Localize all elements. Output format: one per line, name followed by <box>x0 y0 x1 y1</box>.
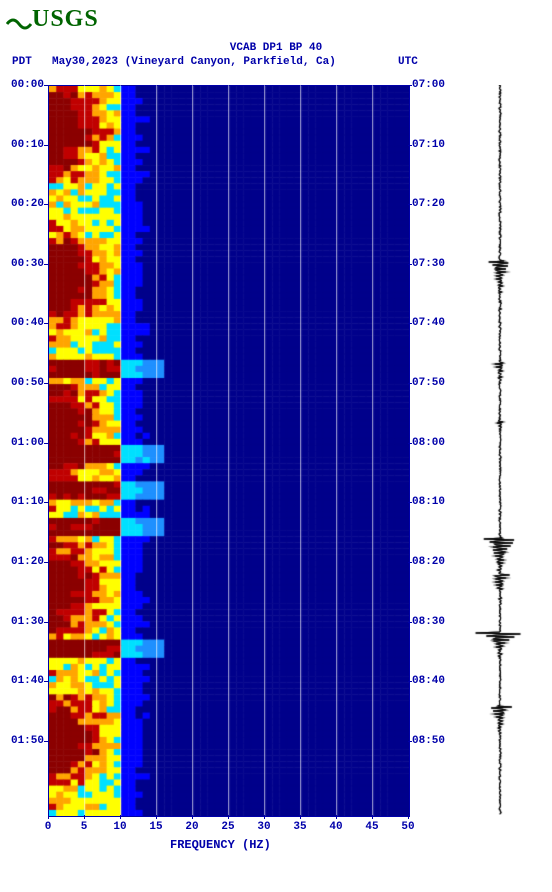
x-tick: 40 <box>321 821 351 833</box>
y-tick-left: 00:50 <box>4 377 44 389</box>
x-tick: 25 <box>213 821 243 833</box>
y-tick-left: 01:40 <box>4 675 44 687</box>
right-tz-label: UTC <box>398 56 418 68</box>
y-tick-right: 07:40 <box>412 317 452 329</box>
x-tick: 5 <box>69 821 99 833</box>
left-tz-label: PDT <box>12 56 32 68</box>
y-tick-left: 01:50 <box>4 735 44 747</box>
y-tick-right: 07:20 <box>412 198 452 210</box>
y-tick-left: 00:20 <box>4 198 44 210</box>
x-tick: 15 <box>141 821 171 833</box>
y-tick-right: 07:30 <box>412 258 452 270</box>
y-tick-right: 08:20 <box>412 556 452 568</box>
x-tick: 45 <box>357 821 387 833</box>
x-tick: 50 <box>393 821 423 833</box>
y-tick-left: 01:00 <box>4 437 44 449</box>
seismogram-plot <box>455 85 545 815</box>
spectrogram-plot <box>48 85 410 817</box>
y-tick-right: 08:10 <box>412 496 452 508</box>
y-tick-right: 08:00 <box>412 437 452 449</box>
y-tick-left: 00:10 <box>4 139 44 151</box>
y-tick-left: 00:30 <box>4 258 44 270</box>
y-tick-right: 07:10 <box>412 139 452 151</box>
station-label: May30,2023 (Vineyard Canyon, Parkfield, … <box>52 56 336 68</box>
plot-title: VCAB DP1 BP 40 <box>0 42 552 54</box>
x-tick: 0 <box>33 821 63 833</box>
y-tick-right: 08:40 <box>412 675 452 687</box>
y-tick-right: 07:00 <box>412 79 452 91</box>
y-tick-left: 01:30 <box>4 616 44 628</box>
y-tick-left: 01:20 <box>4 556 44 568</box>
x-tick: 35 <box>285 821 315 833</box>
logo-text: USGS <box>32 6 99 32</box>
y-tick-right: 08:30 <box>412 616 452 628</box>
y-tick-right: 07:50 <box>412 377 452 389</box>
x-tick: 30 <box>249 821 279 833</box>
y-tick-left: 00:00 <box>4 79 44 91</box>
y-tick-right: 08:50 <box>412 735 452 747</box>
y-tick-left: 01:10 <box>4 496 44 508</box>
x-tick: 20 <box>177 821 207 833</box>
usgs-logo: USGS <box>6 6 99 33</box>
y-tick-left: 00:40 <box>4 317 44 329</box>
x-axis-title: FREQUENCY (HZ) <box>170 838 271 852</box>
x-tick: 10 <box>105 821 135 833</box>
